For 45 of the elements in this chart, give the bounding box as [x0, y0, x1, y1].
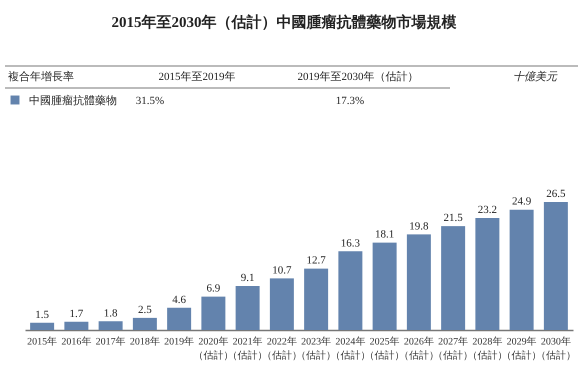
bar [475, 218, 500, 330]
bar [544, 202, 568, 330]
bar [270, 278, 294, 330]
bar [167, 308, 192, 330]
data-label: 2.5 [138, 304, 152, 316]
bar [201, 296, 226, 330]
bar [98, 321, 123, 330]
chart-title: 2015年至2030年（估計）中國腫瘤抗體藥物市場規模 [112, 13, 458, 31]
x-tick-label: 2017年 [96, 336, 126, 348]
bar [510, 210, 534, 330]
text: 31.5% [136, 95, 164, 107]
data-label: 10.7 [272, 264, 292, 276]
data-label: 24.9 [512, 196, 532, 208]
text: 17.3% [336, 95, 364, 107]
data-label: 12.7 [306, 254, 326, 267]
x-tick-label: 2019年 [164, 336, 194, 348]
bar [30, 322, 54, 330]
bar [338, 251, 362, 330]
bar [132, 318, 157, 330]
data-label: 18.1 [375, 228, 394, 241]
bar [64, 322, 88, 330]
data-label: 23.2 [478, 204, 497, 216]
legend-label: 中國腫瘤抗體藥物 [29, 94, 117, 107]
bar [406, 234, 431, 330]
data-label: 6.9 [206, 282, 221, 295]
bar [304, 268, 328, 330]
data-label: 9.1 [240, 272, 254, 284]
text: 2015年至2019年 [158, 71, 236, 83]
x-tick-label: 2015年 [27, 336, 58, 348]
data-label: 1.7 [70, 308, 84, 320]
text: 2019年至2030年（估計） [298, 70, 418, 83]
data-label: 1.8 [104, 307, 118, 320]
data-label: 1.5 [35, 308, 50, 321]
text: 複合年增長率 [8, 70, 74, 83]
x-tick-label: 2018年 [130, 336, 160, 348]
x-tick-label: 2016年 [61, 336, 92, 348]
text: 十億美元 [513, 70, 558, 83]
data-label: 26.5 [546, 188, 566, 200]
bar [236, 286, 260, 330]
data-label: 21.5 [444, 212, 464, 224]
data-label: 4.6 [172, 294, 186, 306]
bar [372, 242, 397, 330]
bar [441, 226, 466, 330]
data-label: 19.8 [409, 220, 429, 232]
data-label: 16.3 [340, 237, 360, 250]
